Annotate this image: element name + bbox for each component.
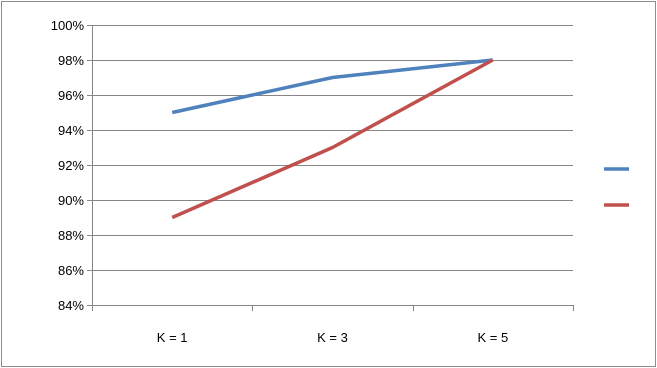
series-line-2: [171, 58, 494, 220]
y-tick-label: 100%: [51, 18, 85, 33]
axes: [87, 25, 574, 311]
y-tick-label: 94%: [58, 123, 84, 138]
y-tick-label: 98%: [58, 53, 84, 68]
series-lines: [171, 58, 494, 220]
series-line-1: [171, 58, 493, 115]
y-tick-label: 90%: [58, 193, 84, 208]
x-tick-labels: K = 1 K = 3 K = 5: [157, 330, 508, 345]
x-tick-label: K = 5: [477, 330, 508, 345]
y-tick-label: 84%: [58, 298, 84, 313]
gridlines: [92, 25, 573, 271]
y-tick-labels: 84% 86% 88% 90% 92% 94% 96% 98% 100%: [51, 18, 85, 313]
y-tick-label: 96%: [58, 88, 84, 103]
legend: [604, 167, 629, 207]
y-tick-label: 88%: [58, 228, 84, 243]
y-tick-label: 86%: [58, 263, 84, 278]
x-tick-label: K = 1: [157, 330, 188, 345]
y-tick-label: 92%: [58, 158, 84, 173]
x-tick-label: K = 3: [317, 330, 348, 345]
